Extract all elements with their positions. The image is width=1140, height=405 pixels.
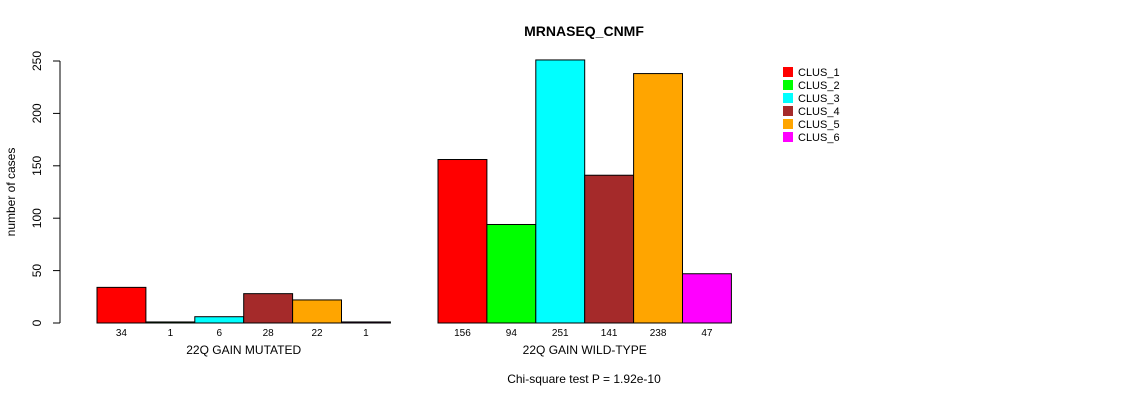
bar-value-label: 6 [216,328,222,339]
legend-label: CLUS_6 [798,132,840,144]
bar-clus-4 [584,174,635,324]
bar-clus-5 [633,73,683,324]
bar-clus-5 [292,299,343,324]
bar-value-label: 1 [363,328,369,339]
bar-clus-1 [437,159,488,324]
y-axis-label: number of cases [4,148,18,237]
bar-value-labels: 34 1 6 28 22 1 156 94 251 141 238 47 [116,328,713,339]
bar-value-label: 251 [552,328,569,339]
bar-clus-2 [145,321,196,324]
bar-value-label: 47 [701,328,713,339]
y-tick-label: 50 [30,264,44,278]
legend-label: CLUS_3 [798,93,840,105]
chi-square-footnote: Chi-square test P = 1.92e-10 [507,372,661,386]
legend-swatch [783,93,793,103]
legend-swatch [783,119,793,129]
legend-swatch [783,67,793,77]
y-tick-label: 0 [30,319,44,326]
bar-clus-6 [682,273,732,324]
group-labels: 22Q GAIN MUTATED 22Q GAIN WILD-TYPE [186,343,646,357]
bar-value-label: 1 [168,328,174,339]
bar-clus-3 [194,316,245,324]
bar-value-label: 141 [601,328,618,339]
y-axis: 0 50 100 150 200 250 [30,51,61,326]
bar-value-label: 94 [506,328,518,339]
legend-label: CLUS_4 [798,106,840,118]
bar-clus-6 [341,321,391,324]
bar-clus-2 [486,223,537,324]
legend-label: CLUS_1 [798,67,840,79]
group-label: 22Q GAIN MUTATED [186,343,301,357]
bar-value-label: 156 [454,328,471,339]
bar-value-label: 238 [650,328,667,339]
bar-value-label: 28 [263,328,275,339]
legend-label: CLUS_2 [798,80,840,92]
chart-title: MRNASEQ_CNMF [524,23,644,39]
bar-clus-1 [96,286,147,324]
bars [96,59,732,324]
legend-swatch [783,80,793,90]
y-tick-label: 100 [30,208,44,228]
legend-label: CLUS_5 [798,119,840,131]
y-tick-label: 250 [30,51,44,71]
legend-swatch [783,132,793,142]
y-tick-label: 150 [30,155,44,175]
legend-swatch [783,106,793,116]
bar-clus-4 [243,293,294,324]
bar-clus-3 [535,59,586,324]
bar-value-label: 34 [116,328,128,339]
bar-value-label: 22 [311,328,323,339]
group-label: 22Q GAIN WILD-TYPE [523,343,647,357]
y-tick-label: 200 [30,103,44,123]
